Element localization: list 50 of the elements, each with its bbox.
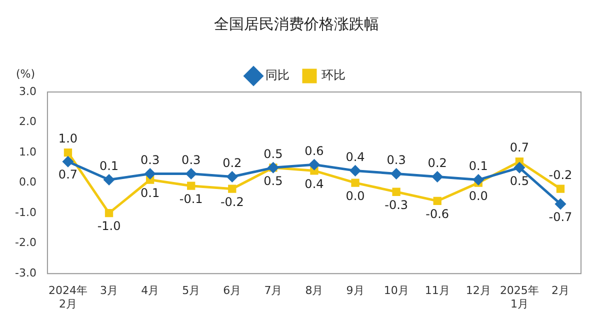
- data-label: -0.1: [179, 192, 203, 206]
- y-tick-label: 3.0: [18, 84, 36, 98]
- data-label: 0.0: [346, 188, 365, 203]
- data-label: 0.3: [386, 152, 406, 167]
- data-label: -0.3: [384, 198, 408, 212]
- data-label: 1.0: [58, 132, 78, 146]
- y-tick-label: 2.0: [18, 115, 36, 128]
- data-label: 0.4: [304, 176, 324, 191]
- x-tick-label: 6月: [223, 284, 242, 298]
- data-label: 0.1: [140, 186, 160, 200]
- data-label: -0.2: [548, 168, 572, 182]
- data-label: -0.6: [426, 207, 450, 222]
- data-label: 0.1: [468, 158, 488, 173]
- legend-label: 同比: [266, 68, 290, 82]
- data-label: 0.0: [468, 188, 488, 203]
- data-label: 0.3: [182, 152, 201, 167]
- x-tick-label: 2025年 1月: [500, 284, 539, 310]
- data-label: 0.6: [304, 144, 324, 158]
- data-label: 0.7: [58, 168, 78, 182]
- y-tick-label: -2.0: [14, 236, 36, 250]
- x-tick-label: 2024年 2月: [48, 284, 88, 310]
- chart-title: 全国居民消费价格涨跌幅: [214, 14, 379, 33]
- y-axis-title: (%): [16, 67, 35, 80]
- data-label: -1.0: [97, 219, 121, 234]
- y-tick-label: -1.0: [14, 206, 36, 219]
- data-label: 0.2: [428, 156, 447, 170]
- x-tick-label: 9月: [346, 284, 364, 298]
- data-label: 0.7: [510, 140, 529, 155]
- x-tick-label: 2月: [551, 284, 570, 298]
- x-tick-label: 5月: [182, 284, 200, 298]
- data-label: 0.4: [346, 150, 365, 164]
- x-tick-label: 11月: [424, 284, 450, 298]
- x-tick-label: 10月: [384, 284, 409, 298]
- y-tick-label: -3.0: [14, 266, 36, 280]
- data-label: 0.2: [222, 156, 242, 170]
- legend-label: 环比: [322, 68, 346, 82]
- x-tick-label: 8月: [305, 284, 324, 298]
- data-label: 0.1: [99, 158, 119, 173]
- x-tick-label: 3月: [100, 284, 118, 298]
- data-label: 0.3: [140, 152, 160, 167]
- data-label: -0.7: [548, 210, 572, 224]
- x-tick-label: 12月: [466, 284, 491, 298]
- x-tick-label: 4月: [141, 284, 160, 298]
- x-tick-label: 7月: [264, 284, 282, 298]
- data-label: -0.2: [220, 194, 244, 209]
- data-label: 0.5: [264, 174, 283, 188]
- y-tick-label: 0.0: [18, 176, 36, 189]
- y-tick-label: 1.0: [18, 145, 36, 158]
- data-label: 0.5: [510, 174, 529, 188]
- data-label: 0.5: [264, 146, 283, 161]
